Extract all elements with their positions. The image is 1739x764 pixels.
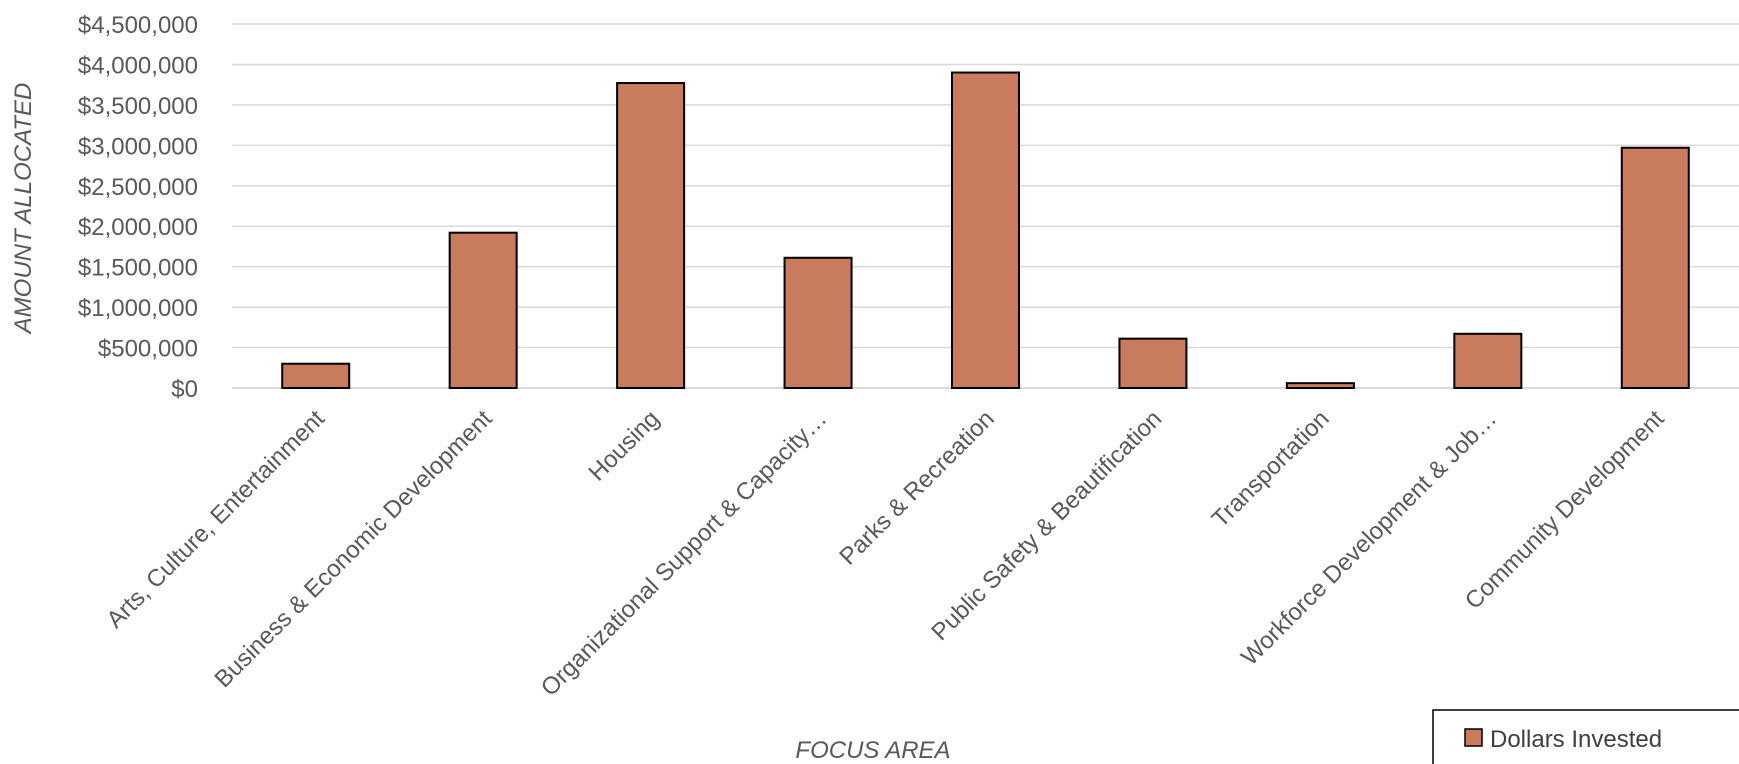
x-tick-label: Organizational Support & Capacity…: [536, 405, 832, 701]
x-tick-label: Business & Economic Development: [209, 405, 497, 693]
y-tick-label: $1,000,000: [78, 295, 198, 322]
bar: [448, 231, 518, 389]
y-tick-label: $2,000,000: [78, 214, 198, 241]
legend-box: [1432, 709, 1739, 764]
legend-label: Dollars Invested: [1490, 726, 1662, 753]
bar: [1620, 146, 1690, 389]
y-axis-ticks: $0 $500,000 $1,000,000 $1,500,000 $2,000,000…: [78, 12, 198, 403]
y-tick-label: $4,500,000: [78, 12, 198, 39]
y-tick-label: $3,000,000: [78, 133, 198, 160]
y-axis-title: AMOUNT ALLOCATED: [10, 83, 37, 336]
y-tick-label: $4,000,000: [78, 52, 198, 79]
legend: Dollars Invested: [1432, 709, 1739, 764]
bars: [281, 71, 1690, 390]
y-tick-label: $500,000: [98, 336, 198, 363]
x-tick-label: Housing: [583, 405, 664, 486]
y-tick-label: $1,500,000: [78, 255, 198, 282]
bar: [281, 362, 351, 390]
bar: [616, 82, 686, 389]
bar: [1118, 337, 1188, 389]
bar: [1453, 332, 1523, 389]
legend-swatch: [1464, 728, 1483, 747]
y-tick-label: $3,500,000: [78, 93, 198, 120]
bar: [951, 71, 1020, 390]
y-tick-label: $2,500,000: [78, 174, 198, 201]
x-tick-label: Transportation: [1207, 405, 1335, 533]
x-tick-label: Community Development: [1460, 405, 1670, 615]
bar: [783, 256, 853, 389]
x-axis-title: FOCUS AREA: [795, 737, 950, 764]
y-tick-label: $0: [171, 376, 198, 403]
x-tick-label: Parks & Recreation: [834, 405, 999, 570]
bar: [1285, 382, 1355, 390]
